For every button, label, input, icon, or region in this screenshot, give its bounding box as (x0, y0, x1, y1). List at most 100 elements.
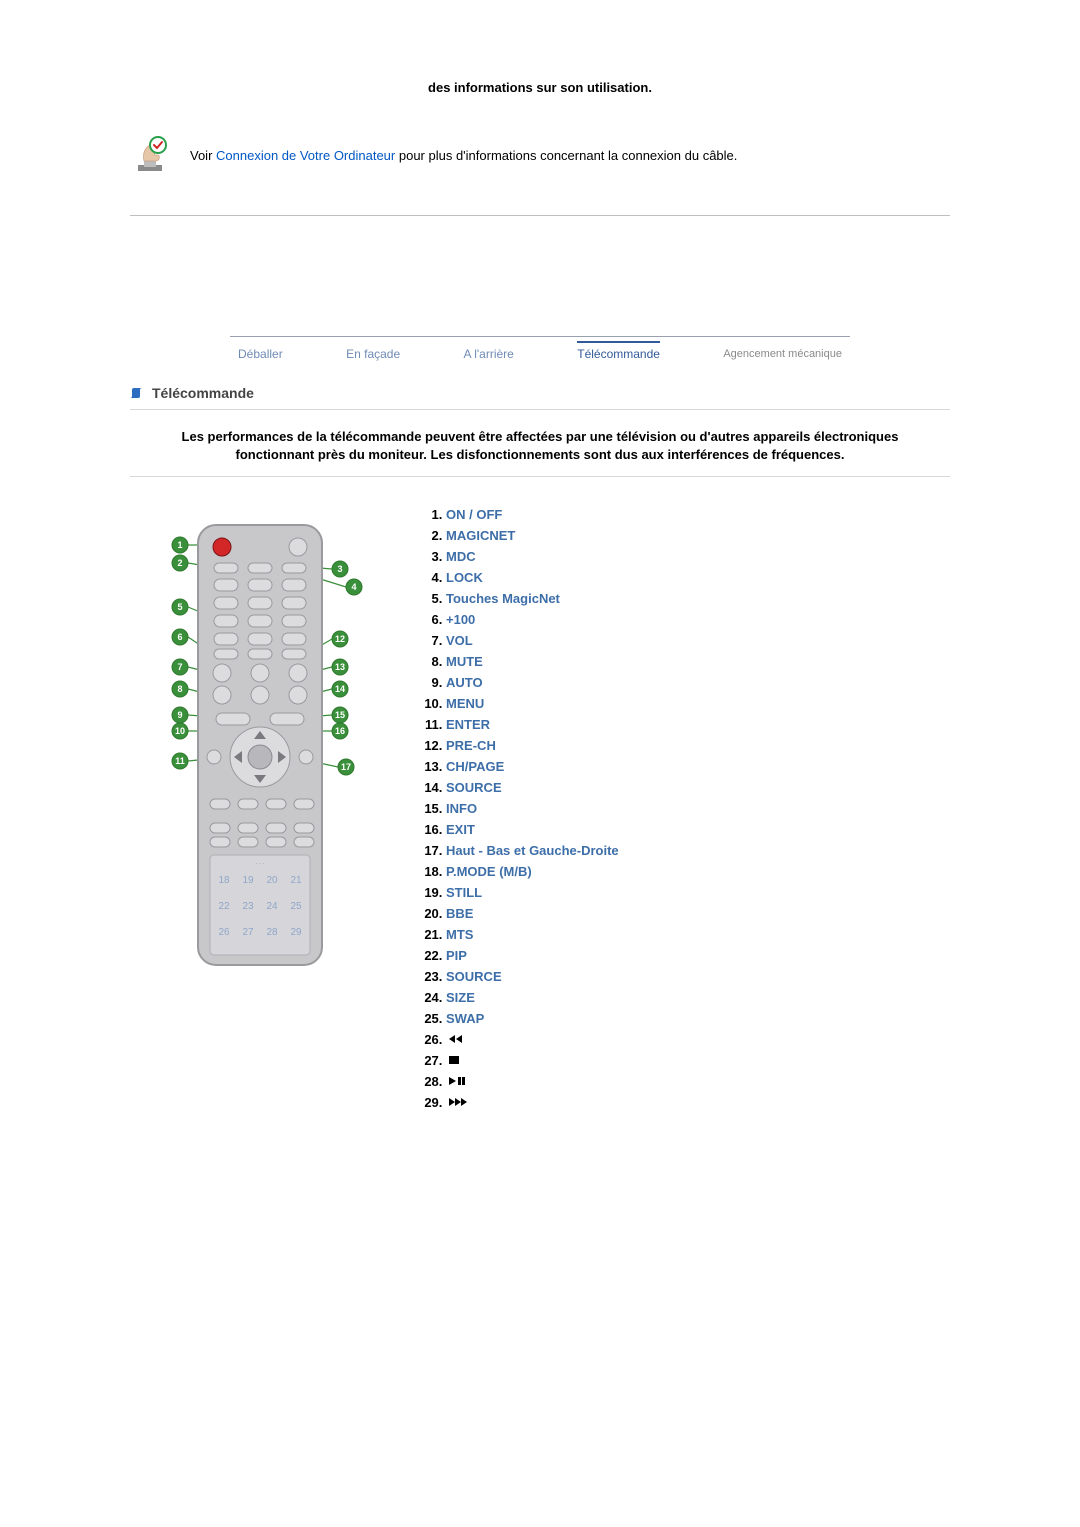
section-header: Télécommande (130, 385, 950, 401)
feature-item: Haut - Bas et Gauche-Droite (446, 843, 950, 858)
svg-text:7: 7 (177, 662, 182, 672)
warning-text: Les performances de la télécommande peuv… (150, 428, 930, 464)
feature-item: ENTER (446, 717, 950, 732)
bullet-icon (130, 386, 144, 400)
svg-text:25: 25 (290, 901, 302, 912)
feature-item: SOURCE (446, 780, 950, 795)
tabs-row: Déballer En façade A l'arrière Télécomma… (230, 343, 850, 365)
svg-text:14: 14 (335, 684, 345, 694)
svg-text:15: 15 (335, 710, 345, 720)
info-row: Voir Connexion de Votre Ordinateur pour … (130, 135, 950, 175)
svg-text:13: 13 (335, 662, 345, 672)
feature-label[interactable]: LOCK (446, 570, 483, 585)
feature-label[interactable]: STILL (446, 885, 482, 900)
play-pause-icon (446, 1076, 466, 1086)
tab-arriere[interactable]: A l'arrière (464, 347, 514, 361)
svg-text:19: 19 (242, 875, 254, 886)
feature-label[interactable]: EXIT (446, 822, 475, 837)
info-link[interactable]: Connexion de Votre Ordinateur (216, 148, 395, 163)
feature-label[interactable]: INFO (446, 801, 477, 816)
feature-label[interactable]: BBE (446, 906, 473, 921)
feature-label[interactable]: MTS (446, 927, 473, 942)
svg-text:10: 10 (175, 726, 185, 736)
feature-label[interactable]: MENU (446, 696, 484, 711)
feature-label[interactable]: +100 (446, 612, 475, 627)
feature-item (446, 1032, 950, 1047)
tab-deballer[interactable]: Déballer (238, 347, 283, 361)
svg-text:6: 6 (177, 632, 182, 642)
feature-item: P.MODE (M/B) (446, 864, 950, 879)
tabs-border (230, 336, 850, 337)
feature-label[interactable]: ON / OFF (446, 507, 502, 522)
svg-text:17: 17 (341, 762, 351, 772)
svg-text:28: 28 (266, 927, 278, 938)
svg-text:8: 8 (177, 684, 182, 694)
tab-telecommande[interactable]: Télécommande (577, 341, 660, 361)
feature-item (446, 1053, 950, 1068)
feature-item: Touches MagicNet (446, 591, 950, 606)
feature-item (446, 1074, 950, 1089)
feature-label[interactable]: SOURCE (446, 969, 502, 984)
feature-label[interactable]: Touches MagicNet (446, 591, 560, 606)
svg-text:1: 1 (177, 540, 182, 550)
list-column: ON / OFF MAGICNET MDC LOCK Touches MagicNet +… (390, 507, 950, 1116)
feature-label[interactable]: ENTER (446, 717, 490, 732)
svg-text:16: 16 (335, 726, 345, 736)
feature-item: SOURCE (446, 969, 950, 984)
feature-item: EXIT (446, 822, 950, 837)
check-thumb-icon (130, 135, 170, 175)
feature-label[interactable]: MUTE (446, 654, 483, 669)
body-row: 12567891011 34121314151617 (130, 507, 950, 1116)
feature-item: MAGICNET (446, 528, 950, 543)
feature-item: CH/PAGE (446, 759, 950, 774)
divider-under-tabs (130, 409, 950, 410)
feature-label[interactable]: Haut - Bas et Gauche-Droite (446, 843, 619, 858)
feature-item (446, 1095, 950, 1110)
feature-label[interactable]: CH/PAGE (446, 759, 504, 774)
feature-label[interactable]: AUTO (446, 675, 483, 690)
feature-item: LOCK (446, 570, 950, 585)
feature-label[interactable]: SOURCE (446, 780, 502, 795)
feature-label[interactable]: MDC (446, 549, 476, 564)
feature-label[interactable]: SWAP (446, 1011, 484, 1026)
feature-item: MENU (446, 696, 950, 711)
feature-item: SWAP (446, 1011, 950, 1026)
feature-item: PIP (446, 948, 950, 963)
svg-text:3: 3 (337, 564, 342, 574)
svg-text:24: 24 (266, 901, 278, 912)
svg-text:22: 22 (218, 901, 230, 912)
section-title: Télécommande (152, 385, 254, 401)
feature-item: PRE-CH (446, 738, 950, 753)
svg-text:29: 29 (290, 927, 302, 938)
feature-item: VOL (446, 633, 950, 648)
svg-text:4: 4 (351, 582, 356, 592)
feature-label[interactable]: MAGICNET (446, 528, 515, 543)
svg-text:20: 20 (266, 875, 278, 886)
tab-agencement[interactable]: Agencement mécanique (723, 348, 842, 360)
feature-item: ON / OFF (446, 507, 950, 522)
header-note: des informations sur son utilisation. (130, 80, 950, 95)
svg-text:· · ·: · · · (255, 861, 264, 867)
feature-label[interactable]: P.MODE (M/B) (446, 864, 532, 879)
feature-label[interactable]: PRE-CH (446, 738, 496, 753)
feature-label[interactable]: SIZE (446, 990, 475, 1005)
tab-facade[interactable]: En façade (346, 347, 400, 361)
stop-icon (446, 1055, 460, 1065)
svg-text:23: 23 (242, 901, 254, 912)
svg-text:2: 2 (177, 558, 182, 568)
rewind-icon (446, 1034, 466, 1044)
divider-top (130, 215, 950, 216)
svg-text:26: 26 (218, 927, 230, 938)
svg-text:5: 5 (177, 602, 182, 612)
feature-list: ON / OFF MAGICNET MDC LOCK Touches MagicNet +… (420, 507, 950, 1110)
tabs: Déballer En façade A l'arrière Télécomma… (230, 336, 850, 365)
svg-text:9: 9 (177, 710, 182, 720)
feature-item: MUTE (446, 654, 950, 669)
remote-illustration: 12567891011 34121314151617 (150, 517, 370, 997)
remote-column: 12567891011 34121314151617 (130, 507, 390, 1116)
svg-text:21: 21 (290, 875, 302, 886)
feature-label[interactable]: VOL (446, 633, 473, 648)
feature-label[interactable]: PIP (446, 948, 467, 963)
divider-under-warning (130, 476, 950, 477)
svg-text:18: 18 (218, 875, 230, 886)
